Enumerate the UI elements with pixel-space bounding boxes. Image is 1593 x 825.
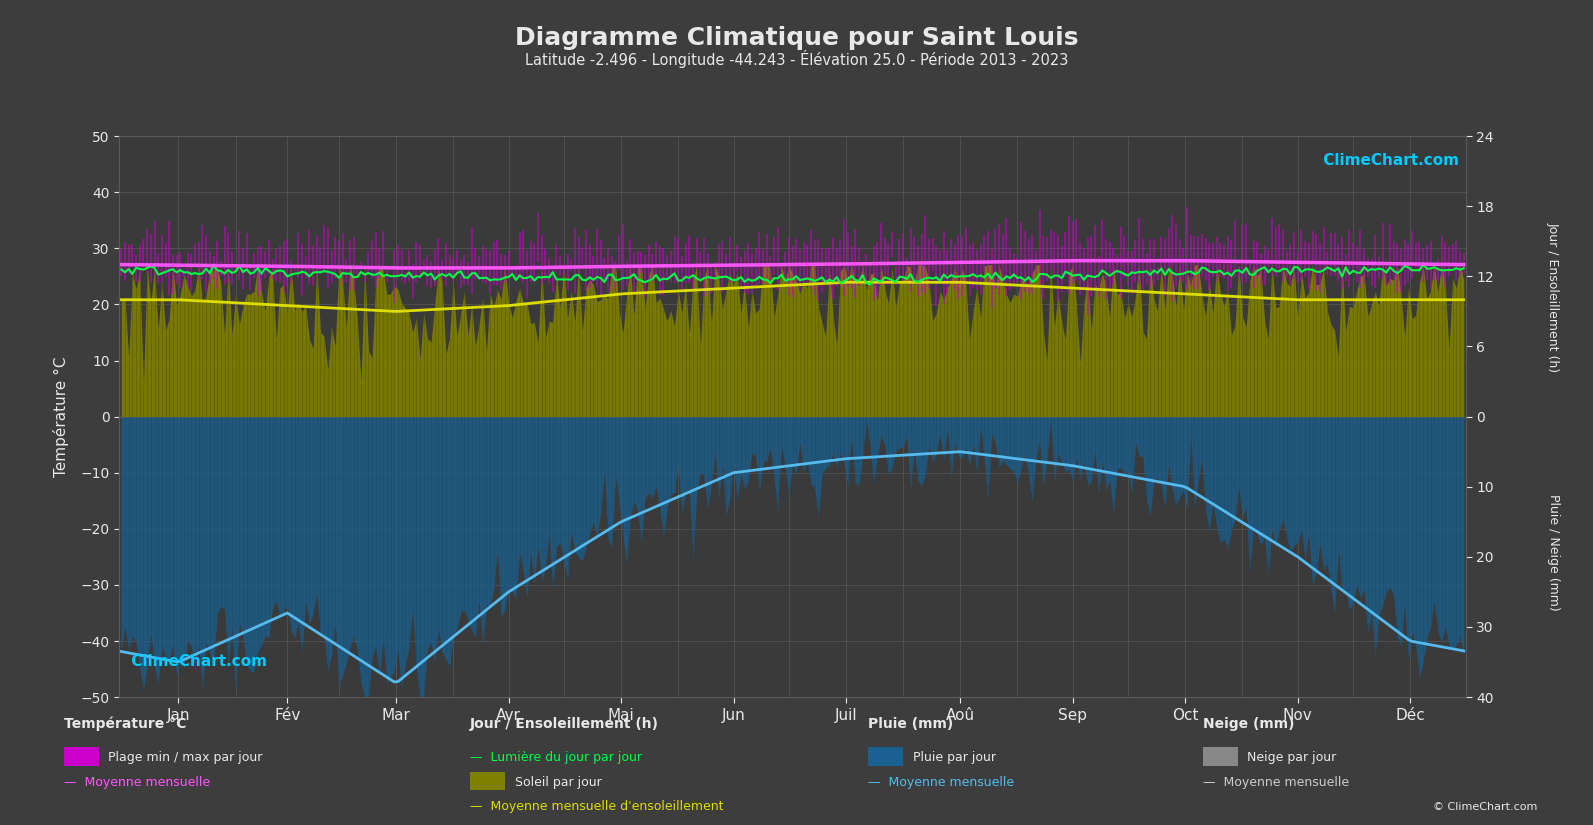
- Text: © ClimeChart.com: © ClimeChart.com: [1432, 802, 1537, 812]
- Text: —  Lumière du jour par jour: — Lumière du jour par jour: [470, 751, 642, 764]
- Text: Pluie (mm): Pluie (mm): [868, 717, 954, 731]
- Text: Pluie par jour: Pluie par jour: [913, 751, 996, 764]
- Text: ClimeChart.com: ClimeChart.com: [126, 654, 268, 669]
- Text: —  Moyenne mensuelle: — Moyenne mensuelle: [64, 776, 210, 789]
- Text: —  Moyenne mensuelle: — Moyenne mensuelle: [1203, 776, 1349, 789]
- Text: ClimeChart.com: ClimeChart.com: [1317, 153, 1459, 168]
- Text: Soleil par jour: Soleil par jour: [515, 776, 601, 789]
- Text: Neige par jour: Neige par jour: [1247, 751, 1337, 764]
- Text: Neige (mm): Neige (mm): [1203, 717, 1294, 731]
- Text: Température °C: Température °C: [64, 716, 186, 731]
- Y-axis label: Température °C: Température °C: [54, 356, 70, 477]
- Text: Jour / Ensoleillement (h): Jour / Ensoleillement (h): [470, 717, 660, 731]
- Text: Diagramme Climatique pour Saint Louis: Diagramme Climatique pour Saint Louis: [515, 26, 1078, 50]
- Text: —  Moyenne mensuelle d'ensoleillement: — Moyenne mensuelle d'ensoleillement: [470, 800, 723, 813]
- Text: —  Moyenne mensuelle: — Moyenne mensuelle: [868, 776, 1015, 789]
- Text: Jour / Ensoleillement (h): Jour / Ensoleillement (h): [1547, 222, 1560, 372]
- Text: Pluie / Neige (mm): Pluie / Neige (mm): [1547, 494, 1560, 611]
- Text: Plage min / max par jour: Plage min / max par jour: [108, 751, 263, 764]
- Text: Latitude -2.496 - Longitude -44.243 - Élévation 25.0 - Période 2013 - 2023: Latitude -2.496 - Longitude -44.243 - Él…: [524, 50, 1069, 68]
